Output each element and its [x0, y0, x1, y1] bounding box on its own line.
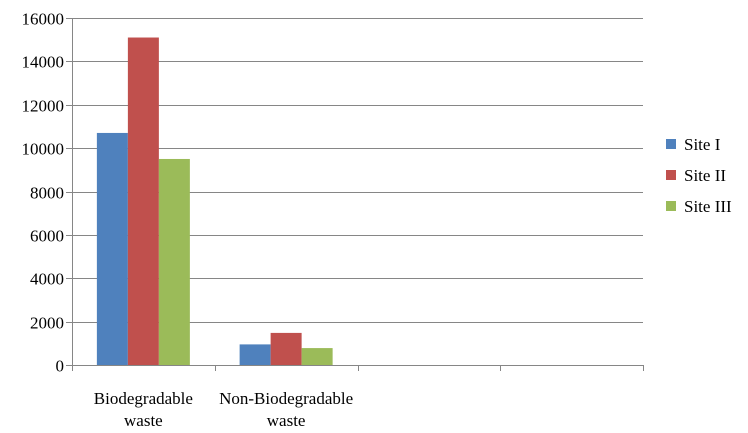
y-tick-label: 10000 — [22, 140, 65, 159]
y-tick-label: 0 — [56, 357, 65, 376]
legend-swatch — [666, 170, 676, 180]
bar-site-ii — [270, 332, 302, 365]
legend-swatch — [666, 139, 676, 149]
y-tick-label: 2000 — [30, 314, 64, 333]
y-axis-ticks: 0 2000 4000 6000 8000 10000 12000 14000 16000 — [22, 10, 65, 376]
legend-label: Site I — [684, 135, 721, 154]
x-category-label: Non-Biodegradable — [219, 389, 353, 408]
x-axis-labels: Biodegradable waste Non-Biodegradable waste — [94, 389, 353, 430]
x-category-label: Biodegradable — [94, 389, 193, 408]
bar-site-iii — [301, 348, 333, 365]
x-category-label: waste — [267, 411, 306, 430]
x-category-label: waste — [124, 411, 163, 430]
bars — [96, 37, 333, 366]
y-tick-label: 16000 — [22, 10, 65, 29]
y-tick-label: 8000 — [30, 184, 64, 203]
axes — [66, 18, 644, 371]
y-tick-label: 14000 — [22, 53, 65, 72]
legend-label: Site III — [684, 197, 732, 216]
legend-label: Site II — [684, 166, 726, 185]
y-tick-label: 6000 — [30, 227, 64, 246]
bar-site-i — [239, 344, 271, 365]
legend-swatch — [666, 201, 676, 211]
bar-site-i — [96, 132, 128, 365]
y-tick-label: 12000 — [22, 97, 65, 116]
y-tick-label: 4000 — [30, 270, 64, 289]
bar-site-ii — [127, 37, 159, 366]
legend: Site I Site II Site III — [666, 135, 732, 216]
bar-site-iii — [158, 158, 190, 365]
